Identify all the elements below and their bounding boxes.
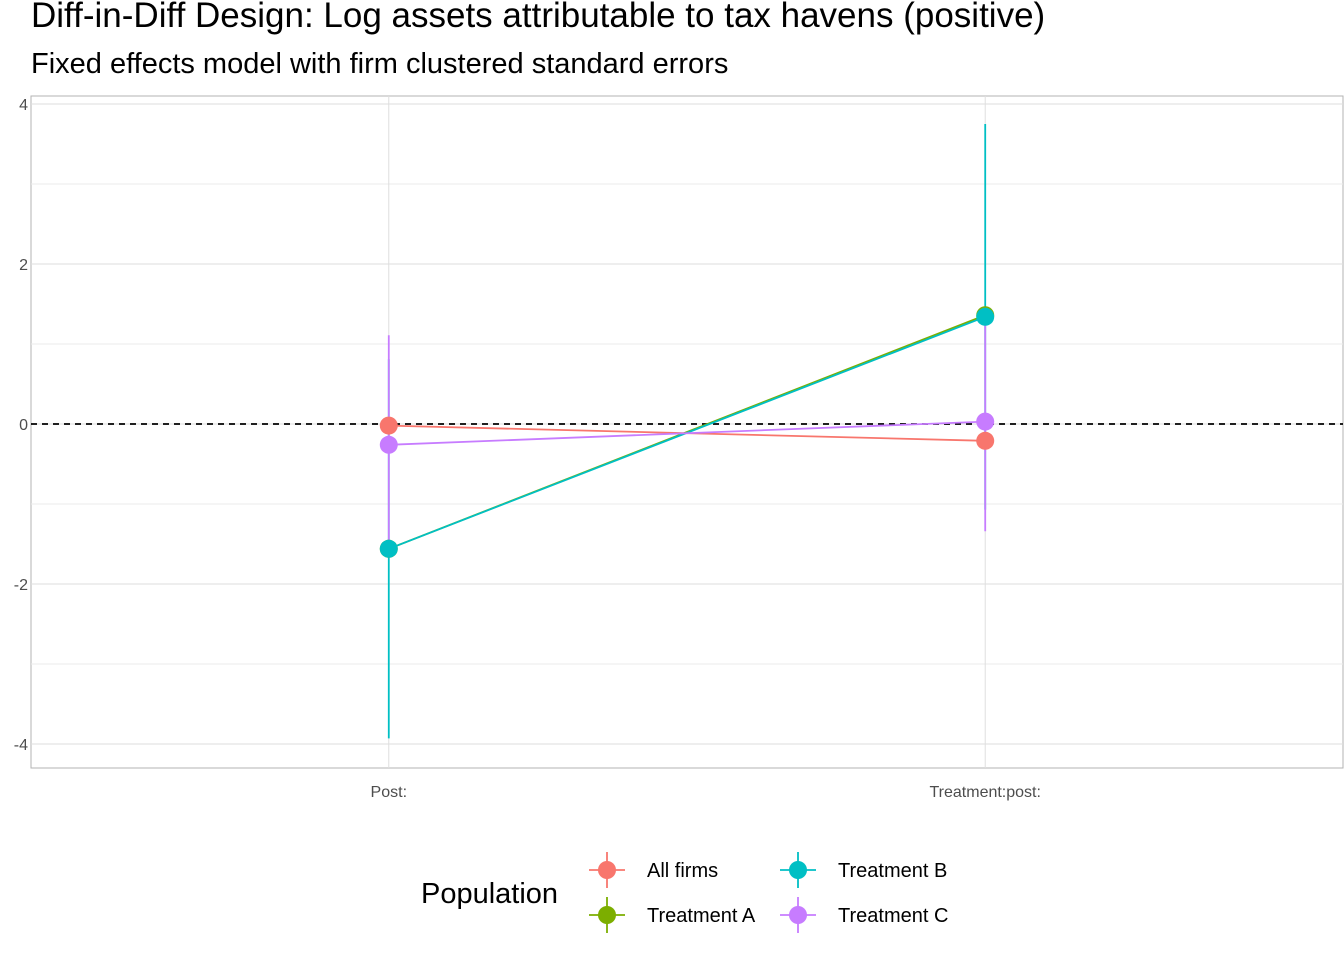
chart-subtitle: Fixed effects model with firm clustered … [31, 48, 729, 80]
legend-label: Treatment A [647, 905, 756, 927]
legend-label: All firms [647, 860, 718, 882]
legend-title: Population [421, 878, 558, 910]
data-point [379, 416, 398, 435]
x-tick-label: Post: [371, 784, 407, 801]
y-tick-label: -2 [14, 577, 28, 594]
legend-key-point [789, 906, 807, 924]
y-tick-label: -4 [14, 737, 28, 754]
legend-key-point [789, 861, 807, 879]
y-tick-label: 4 [19, 97, 28, 114]
data-point [976, 412, 995, 431]
legend-label: Treatment C [838, 905, 948, 927]
data-point [379, 435, 398, 454]
data-point [976, 307, 995, 326]
chart-title: Diff-in-Diff Design: Log assets attribut… [31, 0, 1046, 35]
data-point [976, 431, 995, 450]
legend-key-point [598, 906, 616, 924]
data-point [379, 539, 398, 558]
x-tick-label: Treatment:post: [929, 784, 1040, 801]
y-tick-label: 0 [19, 417, 28, 434]
series-line [388, 420, 986, 446]
y-tick-label: 2 [19, 257, 28, 274]
legend-label: Treatment B [838, 860, 947, 882]
panel-border [30, 95, 1344, 769]
legend-key-point [598, 861, 616, 879]
